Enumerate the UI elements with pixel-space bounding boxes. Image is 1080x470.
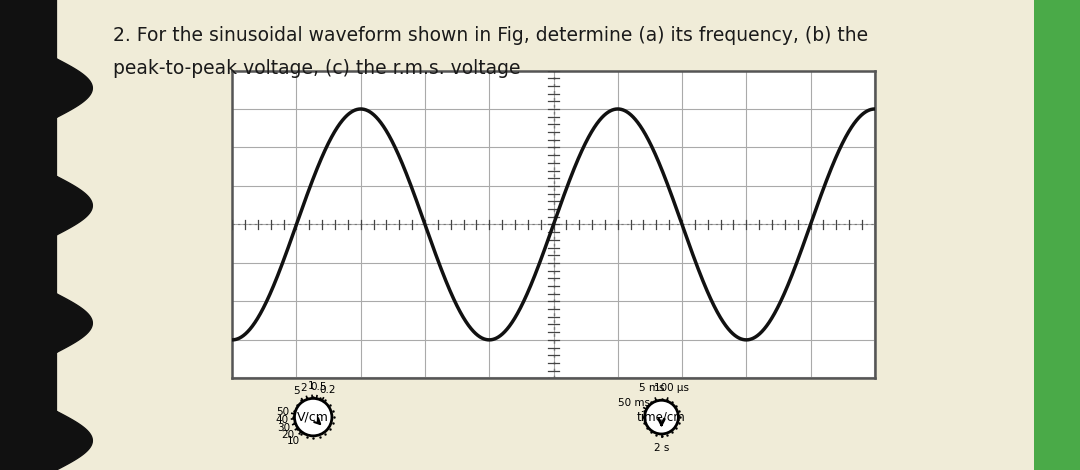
Text: 50: 50: [276, 407, 289, 417]
Text: 40: 40: [275, 415, 289, 425]
Text: 0.5: 0.5: [310, 382, 327, 392]
Text: time/cm: time/cm: [637, 411, 686, 423]
Text: 10: 10: [287, 436, 300, 446]
Circle shape: [295, 399, 332, 436]
Text: 5 ms: 5 ms: [639, 383, 664, 393]
Text: 20: 20: [282, 430, 295, 440]
Text: 2. For the sinusoidal waveform shown in Fig, determine (a) its frequency, (b) th: 2. For the sinusoidal waveform shown in …: [113, 26, 868, 45]
Text: 2 s: 2 s: [653, 443, 670, 453]
Circle shape: [645, 400, 678, 434]
Text: 5: 5: [294, 386, 300, 396]
Bar: [0, 0, 56, 470]
Text: 1: 1: [308, 381, 315, 392]
Text: 30: 30: [278, 423, 291, 433]
Text: peak-to-peak voltage, (c) the r.m.s. voltage: peak-to-peak voltage, (c) the r.m.s. vol…: [113, 59, 521, 78]
Text: 50 ms: 50 ms: [618, 398, 650, 407]
Text: 0.2: 0.2: [320, 385, 336, 395]
Text: 100 μs: 100 μs: [653, 383, 689, 393]
Text: 2: 2: [300, 383, 307, 393]
Text: V/cm: V/cm: [297, 411, 329, 423]
